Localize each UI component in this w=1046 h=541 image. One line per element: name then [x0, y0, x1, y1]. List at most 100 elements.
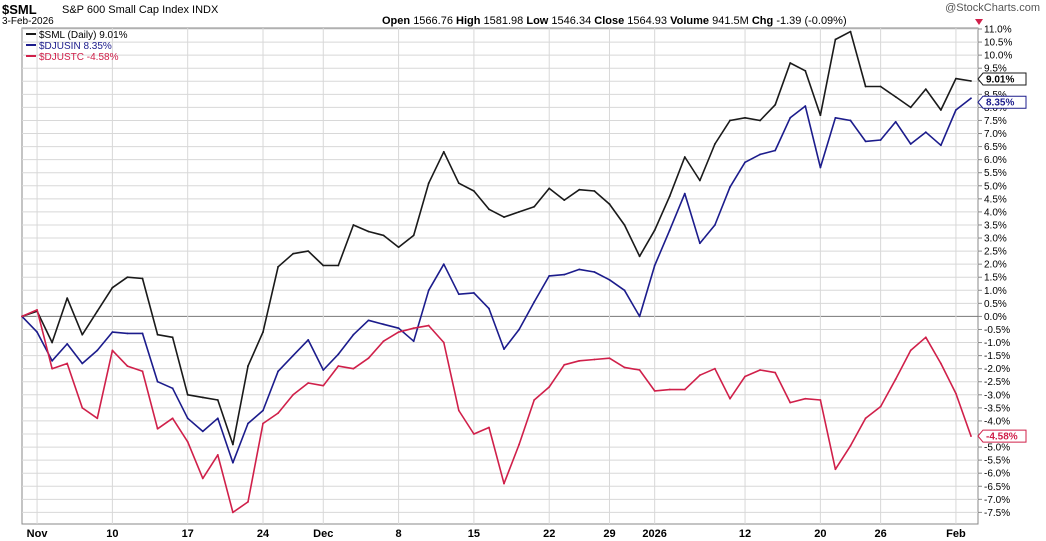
data-point-sml	[683, 156, 686, 158]
data-point-djusin	[849, 119, 852, 122]
data-point-djusin	[804, 105, 807, 107]
tag-label: 9.01%	[986, 74, 1014, 85]
data-point-djustc	[759, 369, 762, 371]
data-point-sml	[216, 399, 219, 401]
last-value-tag-sml: 9.01%	[977, 72, 1027, 86]
data-point-sml	[307, 250, 310, 252]
data-point-djustc	[653, 389, 656, 392]
y-tick-label: -2.5%	[984, 377, 1010, 388]
series-lines	[21, 30, 972, 514]
data-point-djustc	[51, 367, 54, 370]
data-point-djustc	[834, 468, 837, 471]
data-point-sml	[759, 119, 762, 122]
open-label: Open	[382, 15, 411, 27]
data-point-sml	[111, 286, 114, 289]
data-point-djusin	[36, 331, 38, 333]
x-tick-label: 24	[257, 528, 270, 540]
data-point-djustc	[352, 367, 355, 370]
data-point-djustc	[819, 399, 822, 401]
y-tick-label: -0.5%	[984, 325, 1010, 336]
last-value-tag-djusin: 8.35%	[977, 95, 1027, 109]
y-tick-label: 4.0%	[984, 207, 1007, 218]
data-point-djustc	[81, 406, 84, 409]
x-tick-label: 8	[396, 528, 402, 540]
data-point-sml	[608, 203, 611, 205]
data-point-djusin	[277, 370, 279, 373]
data-point-sml	[277, 265, 279, 268]
data-point-djustc	[186, 440, 189, 443]
chg-value: -1.39 (-0.09%)	[776, 15, 847, 27]
volume-value: 941.5M	[712, 15, 749, 27]
data-point-djusin	[81, 362, 84, 365]
y-tick-label: 0.0%	[984, 312, 1007, 323]
data-point-sml	[382, 234, 385, 237]
data-point-sml	[879, 85, 882, 88]
grid	[21, 27, 979, 525]
data-point-djusin	[322, 369, 325, 371]
y-tick-label: -5.5%	[984, 456, 1010, 467]
data-point-djustc	[774, 371, 777, 374]
data-point-djusin	[759, 153, 762, 156]
data-point-sml	[849, 30, 852, 33]
data-point-djusin	[216, 417, 219, 420]
data-point-sml	[247, 365, 249, 367]
tag-label: 8.35%	[986, 98, 1014, 109]
data-point-sml	[427, 182, 430, 185]
y-tick-label: 1.5%	[984, 273, 1007, 284]
y-tick-label: -3.0%	[984, 390, 1010, 401]
y-tick-label: -6.0%	[984, 469, 1010, 480]
y-tick-label: -3.5%	[984, 403, 1010, 414]
data-point-sml	[578, 188, 581, 191]
legend: $SML (Daily) 9.01%$DJUSIN 8.35%$DJUSTC -…	[26, 30, 128, 63]
data-point-sml	[533, 205, 536, 208]
close-value: 1564.93	[627, 15, 668, 27]
data-point-sml	[864, 85, 867, 88]
data-point-sml	[970, 80, 972, 82]
data-point-djusin	[307, 339, 310, 341]
x-tick-label: Nov	[27, 528, 49, 540]
data-point-djustc	[141, 370, 144, 373]
data-point-djusin	[563, 273, 566, 276]
data-point-djusin	[593, 271, 596, 273]
data-point-djusin	[397, 327, 400, 330]
chart-symbol: $SML	[2, 2, 37, 17]
data-point-djusin	[442, 263, 445, 266]
y-tick-label: 2.5%	[984, 247, 1007, 258]
data-point-sml	[955, 77, 957, 80]
data-point-djustc	[894, 378, 897, 381]
data-point-djustc	[533, 399, 536, 401]
data-point-djusin	[488, 307, 490, 310]
close-label: Close	[594, 15, 625, 27]
data-point-djusin	[171, 387, 174, 390]
data-point-djustc	[939, 362, 942, 365]
data-point-djusin	[337, 353, 340, 356]
volume-label: Volume	[670, 15, 710, 27]
data-point-sml	[503, 216, 505, 219]
data-point-djustc	[714, 367, 716, 370]
data-point-sml	[473, 190, 475, 192]
y-tick-label: 3.5%	[984, 220, 1007, 231]
data-point-djustc	[638, 369, 641, 371]
data-point-sml	[96, 310, 99, 313]
data-point-djustc	[488, 426, 490, 429]
x-tick-label: 17	[182, 528, 194, 540]
y-tick-label: 9.5%	[984, 64, 1007, 75]
y-tick-label: -7.0%	[984, 495, 1010, 506]
data-point-djusin	[864, 140, 867, 143]
data-point-sml	[518, 211, 520, 213]
data-point-sml	[412, 234, 415, 237]
data-point-djustc	[367, 357, 370, 360]
data-point-djusin	[126, 332, 129, 335]
open-value: 1566.76	[413, 15, 453, 27]
data-point-sml	[292, 252, 295, 255]
y-tick-label: 10.5%	[984, 38, 1012, 49]
data-point-djusin	[638, 315, 641, 318]
data-point-djusin	[352, 333, 355, 336]
data-point-djusin	[653, 264, 656, 267]
data-point-sml	[714, 143, 716, 145]
data-point-djustc	[970, 435, 972, 437]
data-point-djusin	[834, 116, 837, 119]
data-point-djusin	[955, 109, 957, 111]
x-axis: Nov 10 17 24 Dec 8 15 22 29 2026 12 20 26 Feb	[27, 528, 966, 540]
